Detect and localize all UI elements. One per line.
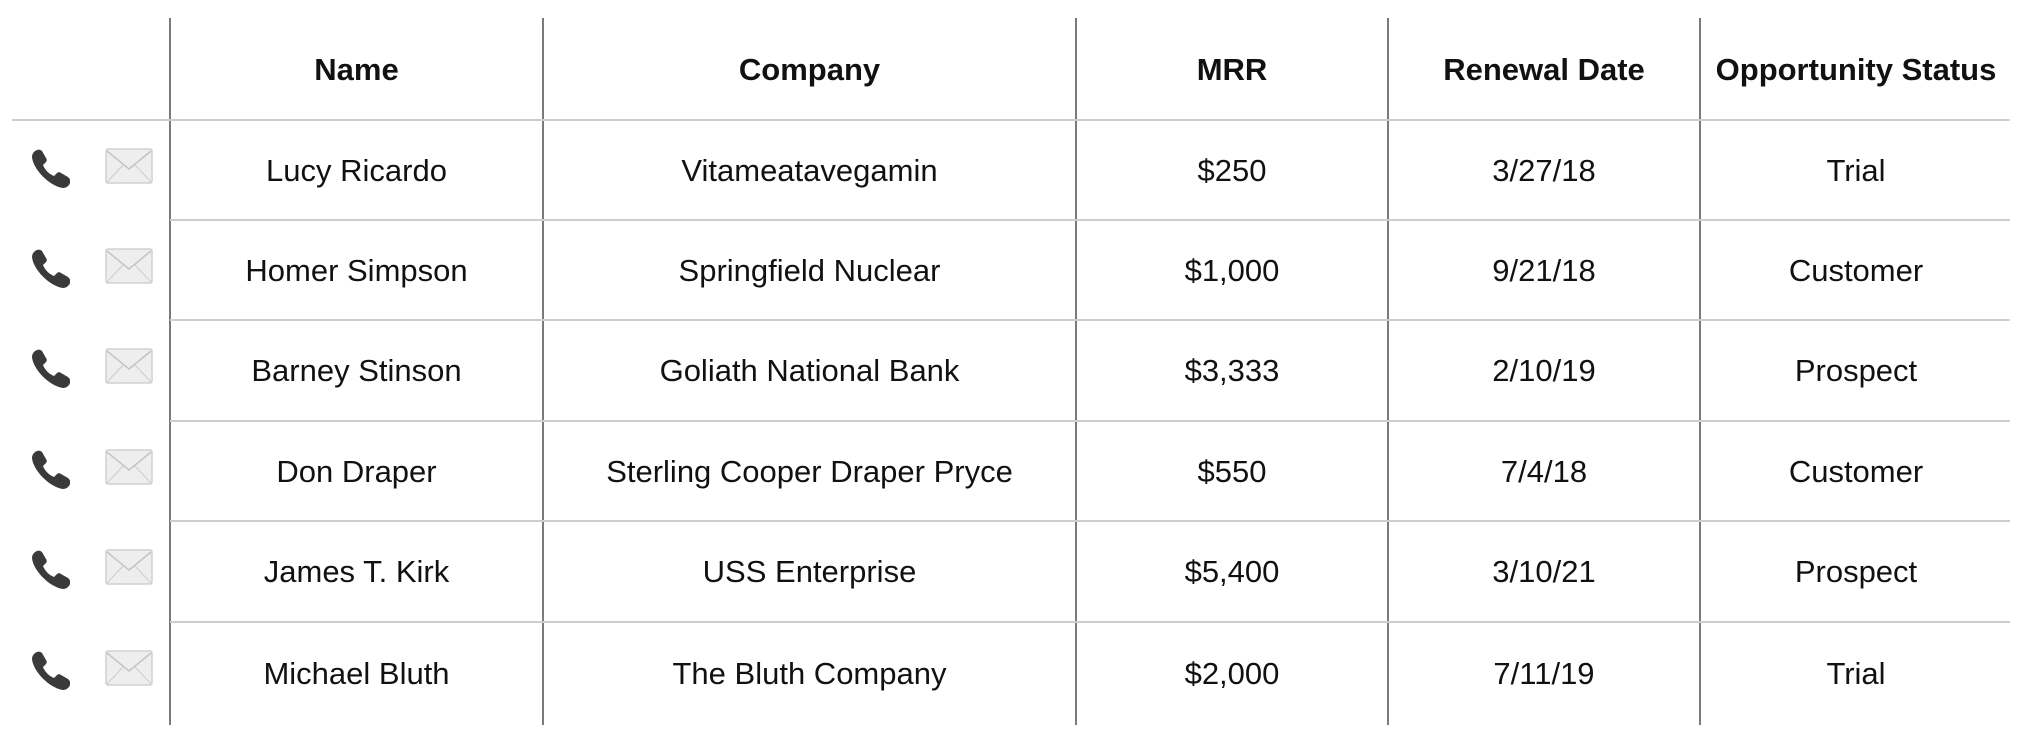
cell-renewal-date: 7/11/19: [1493, 655, 1595, 691]
cell-name: Michael Bluth: [263, 655, 450, 691]
cell-company: USS Enterprise: [702, 554, 917, 589]
row-divider: [170, 420, 2010, 422]
cell-opportunity-status: Trial: [1826, 152, 1886, 188]
phone-icon[interactable]: [20, 646, 82, 696]
envelope-icon[interactable]: [104, 648, 154, 688]
cell-name: James T. Kirk: [263, 554, 450, 589]
row-divider: [12, 119, 2010, 121]
phone-icon[interactable]: [20, 545, 82, 595]
cell-renewal-date: 2/10/19: [1492, 353, 1596, 388]
phone-icon[interactable]: [20, 144, 82, 194]
envelope-icon[interactable]: [104, 547, 154, 587]
cell-name: Barney Stinson: [251, 353, 462, 388]
column-header-renewal-date[interactable]: Renewal Date: [1443, 52, 1645, 87]
envelope-icon[interactable]: [104, 346, 154, 386]
cell-name: Lucy Ricardo: [266, 152, 447, 188]
cell-mrr: $250: [1197, 152, 1267, 188]
column-divider: [169, 18, 171, 725]
row-divider: [170, 621, 2010, 623]
cell-mrr: $2,000: [1184, 655, 1280, 691]
phone-icon[interactable]: [20, 344, 82, 394]
cell-opportunity-status: Customer: [1788, 252, 1924, 288]
cell-company: Goliath National Bank: [659, 353, 960, 388]
phone-icon[interactable]: [20, 445, 82, 495]
cell-company: The Bluth Company: [672, 655, 947, 691]
cell-renewal-date: 7/4/18: [1500, 453, 1588, 489]
column-header-mrr[interactable]: MRR: [1196, 52, 1268, 87]
cell-company: Vitameatavegamin: [681, 152, 938, 188]
cell-renewal-date: 3/10/21: [1492, 554, 1596, 589]
cell-renewal-date: 3/27/18: [1492, 152, 1596, 188]
row-divider: [170, 520, 2010, 522]
cell-company: Sterling Cooper Draper Pryce: [606, 453, 1013, 489]
column-divider: [1387, 18, 1389, 725]
envelope-icon[interactable]: [104, 447, 154, 487]
envelope-icon[interactable]: [104, 146, 154, 186]
row-divider: [170, 319, 2010, 321]
cell-company: Springfield Nuclear: [678, 252, 941, 288]
cell-name: Homer Simpson: [245, 252, 468, 288]
column-header-opportunity-status[interactable]: Opportunity Status: [1715, 52, 1997, 87]
column-header-name[interactable]: Name: [314, 52, 399, 87]
column-divider: [1075, 18, 1077, 725]
cell-opportunity-status: Prospect: [1794, 353, 1918, 388]
cell-opportunity-status: Prospect: [1794, 554, 1918, 589]
cell-mrr: $5,400: [1184, 554, 1280, 589]
cell-mrr: $1,000: [1184, 252, 1280, 288]
envelope-icon[interactable]: [104, 246, 154, 286]
column-header-company[interactable]: Company: [738, 52, 881, 87]
column-divider: [1699, 18, 1701, 725]
phone-icon[interactable]: [20, 244, 82, 294]
cell-mrr: $3,333: [1184, 353, 1280, 388]
column-divider: [542, 18, 544, 725]
cell-name: Don Draper: [276, 453, 437, 489]
cell-opportunity-status: Customer: [1788, 453, 1924, 489]
row-divider: [170, 219, 2010, 221]
cell-mrr: $550: [1197, 453, 1267, 489]
cell-opportunity-status: Trial: [1826, 655, 1886, 691]
cell-renewal-date: 9/21/18: [1492, 252, 1596, 288]
